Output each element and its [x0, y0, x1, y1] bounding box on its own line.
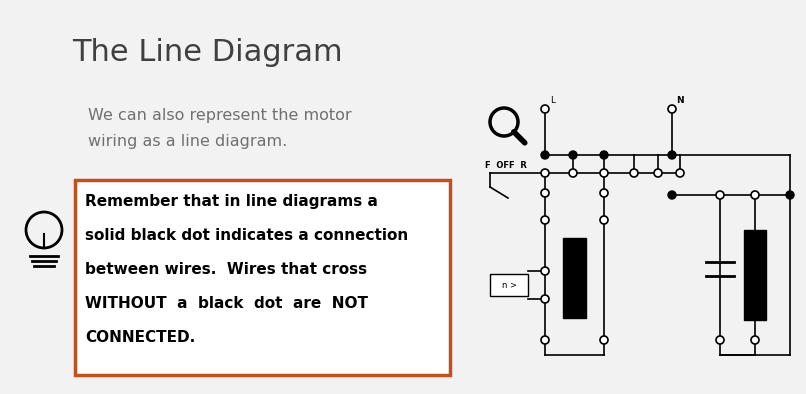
Circle shape [541, 151, 549, 159]
Circle shape [541, 169, 549, 177]
Circle shape [716, 336, 724, 344]
Circle shape [600, 189, 608, 197]
Text: N: N [676, 96, 683, 105]
Circle shape [541, 336, 549, 344]
Circle shape [600, 169, 608, 177]
Circle shape [751, 191, 759, 199]
Circle shape [786, 191, 794, 199]
Circle shape [716, 191, 724, 199]
Text: WITHOUT  a  black  dot  are  NOT: WITHOUT a black dot are NOT [85, 296, 368, 311]
Circle shape [668, 191, 676, 199]
Circle shape [630, 169, 638, 177]
Bar [563, 238, 586, 318]
Circle shape [600, 336, 608, 344]
Text: CONNECTED.: CONNECTED. [85, 330, 195, 345]
Text: The Line Diagram: The Line Diagram [72, 38, 343, 67]
Circle shape [600, 216, 608, 224]
Circle shape [676, 169, 684, 177]
Text: between wires.  Wires that cross: between wires. Wires that cross [85, 262, 367, 277]
Circle shape [668, 151, 676, 159]
Circle shape [541, 267, 549, 275]
Circle shape [600, 151, 608, 159]
Circle shape [541, 216, 549, 224]
Circle shape [569, 151, 577, 159]
Circle shape [541, 189, 549, 197]
Circle shape [668, 105, 676, 113]
Circle shape [569, 169, 577, 177]
Text: F  OFF  R: F OFF R [485, 161, 527, 170]
Text: solid black dot indicates a connection: solid black dot indicates a connection [85, 228, 409, 243]
Text: L: L [550, 96, 555, 105]
Text: n >: n > [501, 281, 517, 290]
Bar [490, 274, 528, 296]
Text: We can also represent the motor
wiring as a line diagram.: We can also represent the motor wiring a… [88, 108, 351, 149]
Circle shape [541, 105, 549, 113]
Text: Remember that in line diagrams a: Remember that in line diagrams a [85, 194, 378, 209]
Circle shape [541, 295, 549, 303]
Bar [744, 230, 766, 320]
Bar [75, 180, 450, 375]
Circle shape [751, 336, 759, 344]
Circle shape [654, 169, 662, 177]
